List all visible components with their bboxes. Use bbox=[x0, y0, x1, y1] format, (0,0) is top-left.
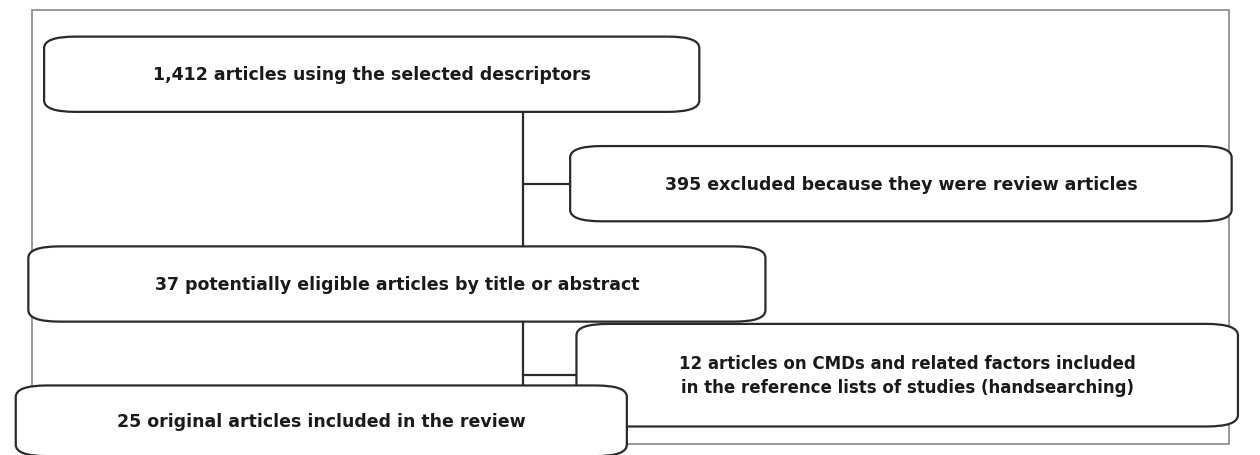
FancyBboxPatch shape bbox=[28, 247, 766, 322]
FancyBboxPatch shape bbox=[32, 11, 1228, 444]
Text: 395 excluded because they were review articles: 395 excluded because they were review ar… bbox=[664, 175, 1138, 193]
FancyBboxPatch shape bbox=[16, 386, 627, 455]
FancyBboxPatch shape bbox=[44, 38, 699, 113]
Text: 25 original articles included in the review: 25 original articles included in the rev… bbox=[117, 412, 525, 430]
Text: 12 articles on CMDs and related factors included
in the reference lists of studi: 12 articles on CMDs and related factors … bbox=[679, 354, 1135, 396]
Text: 1,412 articles using the selected descriptors: 1,412 articles using the selected descri… bbox=[152, 66, 591, 84]
FancyBboxPatch shape bbox=[576, 324, 1237, 427]
Text: 37 potentially eligible articles by title or abstract: 37 potentially eligible articles by titl… bbox=[155, 275, 639, 293]
FancyBboxPatch shape bbox=[570, 147, 1232, 222]
